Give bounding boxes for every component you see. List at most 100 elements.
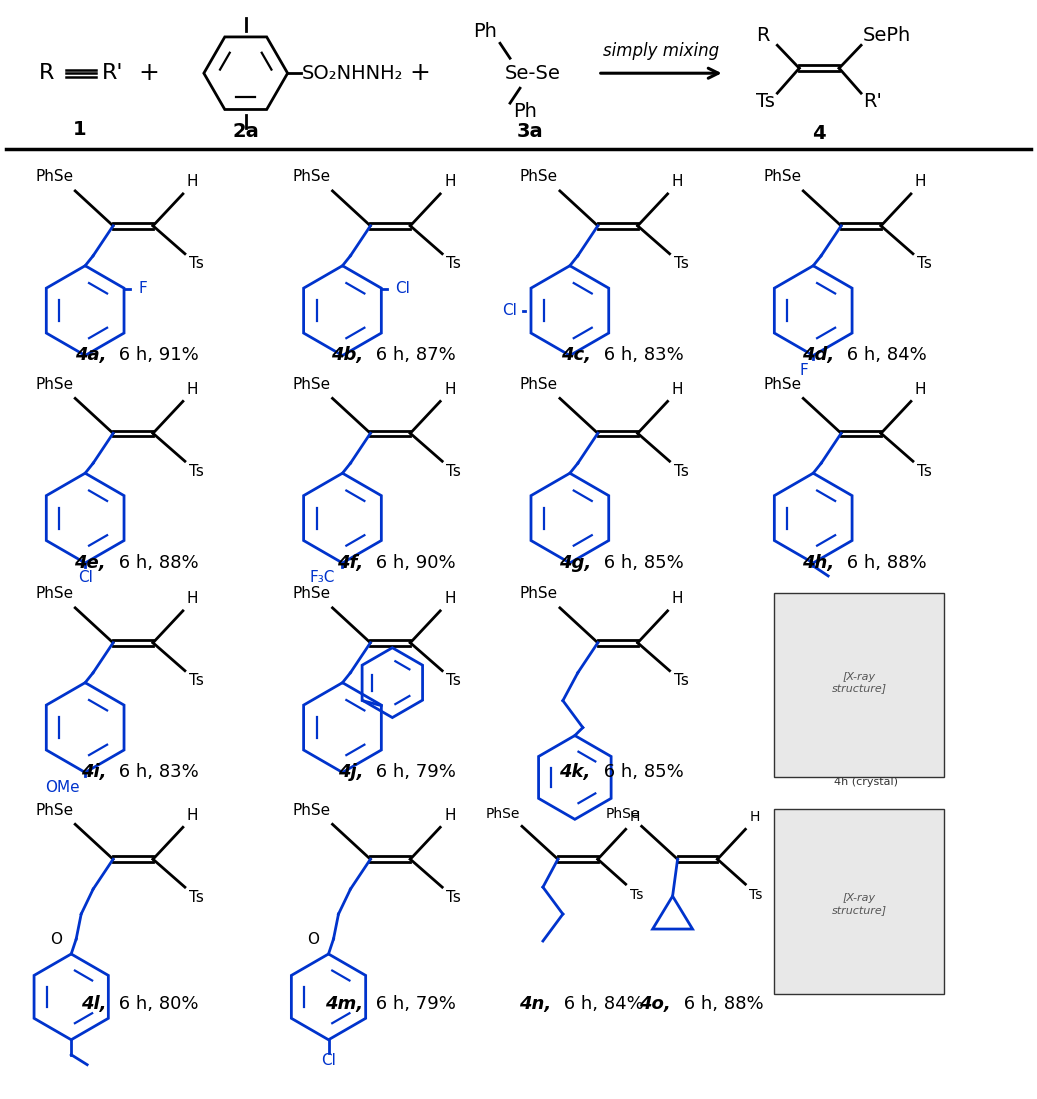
Text: Cl: Cl — [502, 303, 517, 318]
Text: SePh: SePh — [863, 25, 912, 45]
Text: 6 h, 84%: 6 h, 84% — [558, 995, 644, 1013]
Text: 6 h, 88%: 6 h, 88% — [677, 995, 763, 1013]
Text: 6 h, 83%: 6 h, 83% — [597, 346, 683, 365]
Text: 6 h, 88%: 6 h, 88% — [841, 554, 927, 571]
Text: 4i,: 4i, — [81, 764, 106, 781]
Text: 6 h, 87%: 6 h, 87% — [370, 346, 456, 365]
Text: H: H — [672, 591, 683, 607]
Text: H: H — [444, 175, 455, 189]
Text: 6 h, 79%: 6 h, 79% — [370, 764, 456, 781]
Text: Ts: Ts — [756, 91, 776, 111]
Text: PhSe: PhSe — [35, 377, 74, 392]
Text: H: H — [444, 808, 455, 823]
Text: H: H — [187, 808, 198, 823]
Text: Cl: Cl — [321, 1053, 336, 1068]
Text: Ts: Ts — [189, 464, 203, 479]
Text: H: H — [444, 382, 455, 397]
Text: PhSe: PhSe — [520, 169, 558, 185]
Text: Ts: Ts — [917, 256, 932, 271]
Text: Ts: Ts — [917, 464, 932, 479]
Text: 4n,: 4n, — [518, 995, 551, 1013]
Text: 4c,: 4c, — [561, 346, 591, 365]
Text: H: H — [187, 175, 198, 189]
Text: 4f,: 4f, — [337, 554, 363, 571]
Text: Cl: Cl — [395, 281, 411, 296]
Text: R: R — [756, 25, 769, 45]
Text: PhSe: PhSe — [520, 377, 558, 392]
Text: H: H — [672, 175, 683, 189]
Text: H: H — [915, 382, 926, 397]
Text: Ts: Ts — [189, 674, 203, 688]
Text: Ts: Ts — [674, 464, 689, 479]
Text: [X-ray
structure]: [X-ray structure] — [832, 893, 887, 914]
Text: 4l,: 4l, — [81, 995, 106, 1013]
Text: PhSe: PhSe — [606, 808, 640, 821]
Text: 6 h, 80%: 6 h, 80% — [113, 995, 199, 1013]
Text: PhSe: PhSe — [485, 808, 520, 821]
Text: Se-Se: Se-Se — [505, 64, 561, 82]
Text: Ts: Ts — [750, 888, 763, 902]
Text: Ts: Ts — [674, 674, 689, 688]
Text: OMe: OMe — [46, 780, 80, 795]
Text: H: H — [915, 175, 926, 189]
Text: 4g,: 4g, — [559, 554, 591, 571]
Text: 4e,: 4e, — [75, 554, 106, 571]
Text: F: F — [800, 363, 808, 378]
Text: [X-ray
structure]: [X-ray structure] — [832, 671, 887, 693]
Text: H: H — [187, 382, 198, 397]
Text: R: R — [38, 64, 54, 84]
Text: Ts: Ts — [674, 256, 689, 271]
Bar — [775, 809, 944, 993]
Text: PhSe: PhSe — [763, 377, 802, 392]
Text: H: H — [444, 591, 455, 607]
Text: 6 h, 85%: 6 h, 85% — [597, 764, 683, 781]
Text: PhSe: PhSe — [35, 169, 74, 185]
Text: simply mixing: simply mixing — [602, 42, 719, 60]
Text: 2a: 2a — [232, 122, 259, 141]
Text: H: H — [187, 591, 198, 607]
Text: Ts: Ts — [446, 674, 461, 688]
Text: 6 h, 83%: 6 h, 83% — [113, 764, 199, 781]
Text: 4d,: 4d, — [802, 346, 834, 365]
Text: 4o,: 4o, — [639, 995, 671, 1013]
Text: 4h (crystal): 4h (crystal) — [834, 777, 898, 787]
Text: 4h,: 4h, — [802, 554, 834, 571]
Text: SO₂NHNH₂: SO₂NHNH₂ — [302, 64, 403, 82]
Text: Ts: Ts — [629, 888, 643, 902]
Text: R': R' — [103, 64, 123, 84]
Text: Ts: Ts — [189, 889, 203, 904]
Text: 4j,: 4j, — [338, 764, 363, 781]
Text: 4k,: 4k, — [559, 764, 591, 781]
Text: H: H — [629, 810, 640, 824]
Text: 6 h, 84%: 6 h, 84% — [841, 346, 927, 365]
Text: 3a: 3a — [516, 122, 543, 141]
Text: R': R' — [863, 91, 881, 111]
Text: 6 h, 90%: 6 h, 90% — [370, 554, 456, 571]
Text: PhSe: PhSe — [292, 803, 331, 818]
Text: H: H — [750, 810, 760, 824]
Text: F₃C: F₃C — [309, 570, 335, 586]
Text: O: O — [50, 932, 62, 946]
Text: Ts: Ts — [446, 256, 461, 271]
Text: 4: 4 — [812, 123, 826, 143]
Text: 4m,: 4m, — [326, 995, 363, 1013]
Text: PhSe: PhSe — [292, 377, 331, 392]
Text: Ts: Ts — [446, 889, 461, 904]
Text: +: + — [139, 62, 160, 86]
Text: 6 h, 79%: 6 h, 79% — [370, 995, 456, 1013]
Text: F: F — [138, 281, 147, 296]
Text: O: O — [308, 932, 319, 946]
Text: H: H — [672, 382, 683, 397]
Text: Ph: Ph — [513, 101, 537, 121]
Text: 6 h, 88%: 6 h, 88% — [113, 554, 199, 571]
Text: Ts: Ts — [446, 464, 461, 479]
Text: 6 h, 85%: 6 h, 85% — [597, 554, 683, 571]
Text: PhSe: PhSe — [763, 169, 802, 185]
Text: PhSe: PhSe — [35, 587, 74, 601]
Text: PhSe: PhSe — [292, 169, 331, 185]
Text: +: + — [410, 62, 430, 86]
Text: Ts: Ts — [189, 256, 203, 271]
Text: 6 h, 91%: 6 h, 91% — [113, 346, 199, 365]
Text: PhSe: PhSe — [520, 587, 558, 601]
Text: PhSe: PhSe — [35, 803, 74, 818]
